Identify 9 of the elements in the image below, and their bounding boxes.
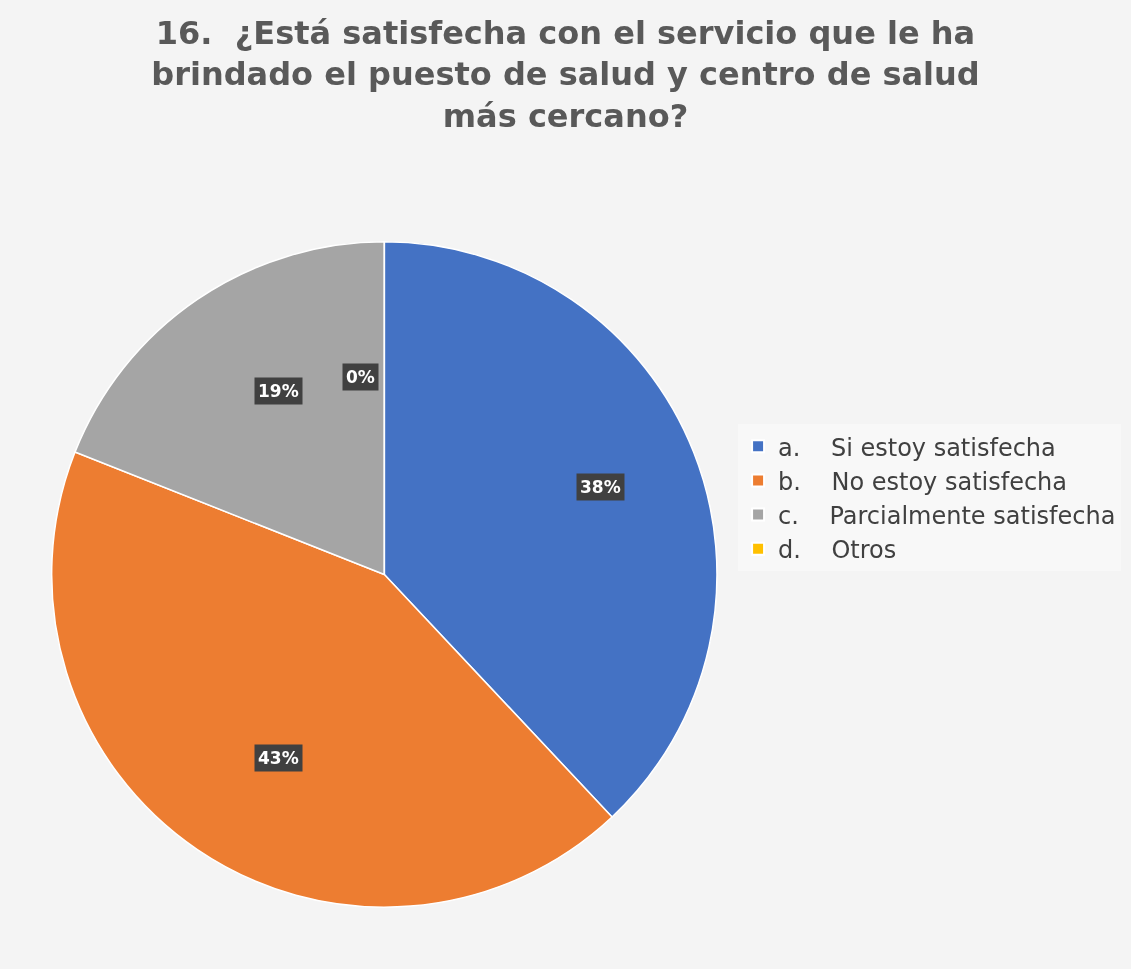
chart-title: 16. ¿Está satisfecha con el servicio que le ha brindado el puesto de salud y centro de salud más cercano? [151,13,980,135]
legend-label: b. No estoy satisfecha [778,467,1068,496]
legend-label: d. Otros [778,536,897,565]
data-label: 43% [258,748,299,768]
legend-label: c. Parcialmente satisfecha [778,501,1116,530]
legend-label: a. Si estoy satisfecha [778,433,1056,462]
data-label: 38% [580,477,621,497]
text: 0% [346,367,375,387]
data-label: 19% [258,381,299,401]
